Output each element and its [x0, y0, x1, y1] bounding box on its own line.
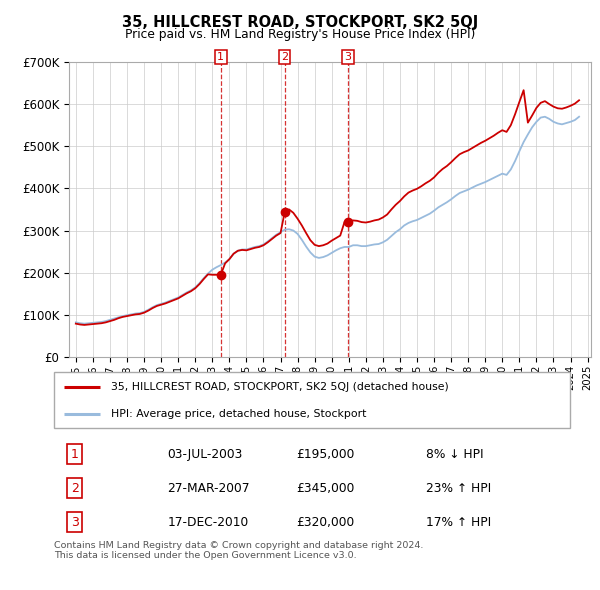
- Text: 2: 2: [71, 482, 79, 495]
- Text: Price paid vs. HM Land Registry's House Price Index (HPI): Price paid vs. HM Land Registry's House …: [125, 28, 475, 41]
- Text: 3: 3: [71, 516, 79, 529]
- Text: 3: 3: [344, 52, 352, 62]
- Text: 2: 2: [281, 52, 288, 62]
- Text: 17% ↑ HPI: 17% ↑ HPI: [425, 516, 491, 529]
- Text: 35, HILLCREST ROAD, STOCKPORT, SK2 5QJ (detached house): 35, HILLCREST ROAD, STOCKPORT, SK2 5QJ (…: [111, 382, 449, 392]
- Text: 35, HILLCREST ROAD, STOCKPORT, SK2 5QJ: 35, HILLCREST ROAD, STOCKPORT, SK2 5QJ: [122, 15, 478, 30]
- Text: 27-MAR-2007: 27-MAR-2007: [167, 482, 250, 495]
- Text: £320,000: £320,000: [296, 516, 355, 529]
- Text: £195,000: £195,000: [296, 448, 355, 461]
- Text: 03-JUL-2003: 03-JUL-2003: [167, 448, 243, 461]
- Text: 23% ↑ HPI: 23% ↑ HPI: [425, 482, 491, 495]
- Text: HPI: Average price, detached house, Stockport: HPI: Average price, detached house, Stoc…: [111, 409, 366, 419]
- Text: 1: 1: [217, 52, 224, 62]
- FancyBboxPatch shape: [54, 372, 570, 428]
- Text: 17-DEC-2010: 17-DEC-2010: [167, 516, 249, 529]
- Text: Contains HM Land Registry data © Crown copyright and database right 2024.
This d: Contains HM Land Registry data © Crown c…: [54, 541, 424, 560]
- Text: 8% ↓ HPI: 8% ↓ HPI: [425, 448, 483, 461]
- Text: £345,000: £345,000: [296, 482, 355, 495]
- Text: 1: 1: [71, 448, 79, 461]
